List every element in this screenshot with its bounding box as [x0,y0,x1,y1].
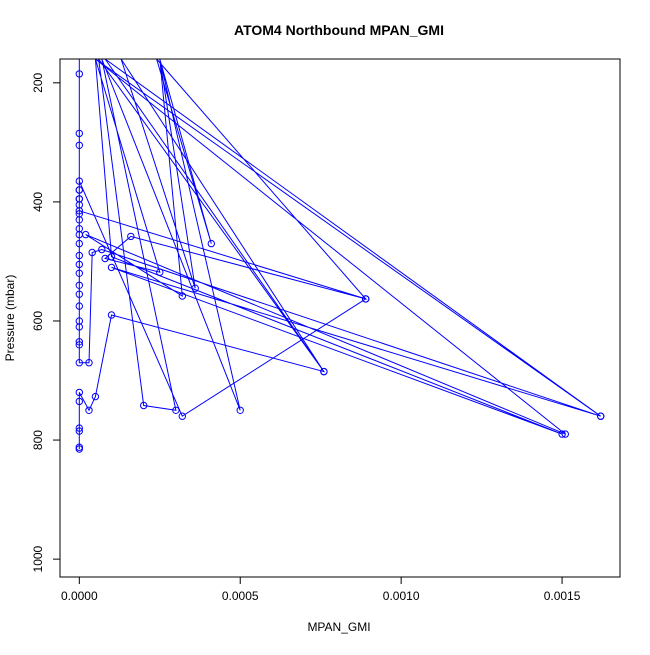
data-point [98,245,106,254]
data-point [236,406,244,414]
data-point [75,186,84,194]
data-point [207,239,216,248]
data-point [75,141,84,150]
data-point [561,430,569,438]
data-point [75,338,84,346]
data-point [85,406,93,414]
chart-title: ATOM4 Northbound MPAN_GMI [234,22,444,38]
y-tick-label: 200 [31,72,45,92]
x-tick-label: 0.0005 [222,589,259,603]
y-tick-label: 800 [31,430,45,450]
y-tick-label: 400 [31,192,45,212]
data-point [75,302,84,310]
data-point [178,412,187,420]
data-point [75,195,84,203]
data-point [75,341,84,349]
data-point [320,367,328,376]
data-point [75,177,84,185]
data-point [75,225,84,233]
y-axis-label: Pressure (mbar) [3,275,17,362]
data-point [362,295,370,303]
data-point [75,251,84,260]
data-point [107,253,116,261]
data-point [88,248,96,257]
data-point [107,263,116,272]
data-point [75,443,84,451]
data-point [75,388,84,397]
data-point [75,70,84,78]
data-point [597,412,605,420]
data-point [156,268,164,276]
data-point [75,290,84,298]
y-tick-label: 1000 [31,545,45,572]
data-point [107,311,116,319]
x-axis-label: MPAN_GMI [307,620,370,634]
data-point [75,427,84,435]
y-tick-label: 600 [31,311,45,331]
data-point [75,269,84,277]
axis-ticks: 0.0000 0.0005 0.0010 0.0015 200 400 600 800 1000 [31,72,581,603]
data-point [91,392,100,401]
data-point [172,406,180,414]
data-point [75,359,84,367]
data-point [558,430,566,438]
x-tick-label: 0.0015 [544,589,581,603]
data-point [75,260,84,269]
data-point [75,281,84,289]
data-point [191,284,199,292]
plot-frame [59,58,621,578]
data-point [75,129,84,138]
data-point [75,397,84,406]
data-point [75,210,84,218]
data-point [75,239,84,248]
data-point [75,323,84,331]
data-point [178,292,187,300]
data-point [140,401,148,410]
data-point [85,359,93,367]
series-points [75,70,605,453]
x-tick-label: 0.0010 [383,589,420,603]
x-tick-label: 0.0000 [61,589,98,603]
data-point [127,232,135,241]
data-point [75,424,84,432]
data-point [75,317,84,325]
